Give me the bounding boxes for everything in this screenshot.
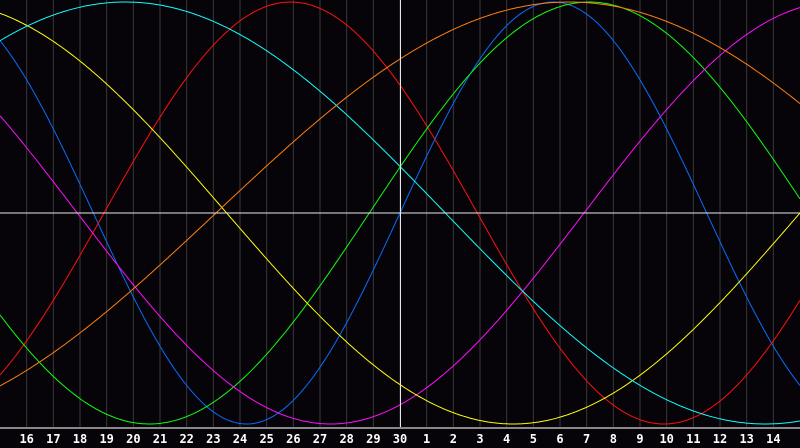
x-tick-label: 16 — [19, 432, 33, 446]
x-tick-label: 4 — [503, 432, 510, 446]
x-tick-label: 21 — [153, 432, 167, 446]
x-tick-label: 26 — [286, 432, 300, 446]
x-tick-label: 8 — [610, 432, 617, 446]
x-tick-label: 2 — [450, 432, 457, 446]
x-tick-label: 10 — [659, 432, 673, 446]
x-tick-label: 3 — [476, 432, 483, 446]
x-tick-labels: 16 17 18 19 20 21 22 23 24 25 26 27 28 29 30 1 2 3 4 5 6 7 8 9 1… — [19, 432, 780, 446]
x-tick-label: 24 — [233, 432, 247, 446]
x-tick-label: 20 — [126, 432, 140, 446]
x-tick-label: 9 — [636, 432, 643, 446]
x-tick-label: 27 — [313, 432, 327, 446]
x-tick-label: 1 — [423, 432, 430, 446]
x-tick-label: 12 — [713, 432, 727, 446]
x-tick-label: 30 — [393, 432, 407, 446]
x-tick-label: 5 — [530, 432, 537, 446]
x-tick-label: 19 — [99, 432, 113, 446]
x-tick-label: 14 — [766, 432, 780, 446]
grid — [26, 0, 774, 428]
x-tick-label: 29 — [366, 432, 380, 446]
x-tick-label: 7 — [583, 432, 590, 446]
x-tick-label: 6 — [556, 432, 563, 446]
x-tick-label: 11 — [686, 432, 700, 446]
x-tick-label: 17 — [46, 432, 60, 446]
x-tick-label: 22 — [179, 432, 193, 446]
x-tick-label: 28 — [339, 432, 353, 446]
x-tick-label: 18 — [73, 432, 87, 446]
x-tick-label: 13 — [739, 432, 753, 446]
x-tick-label: 23 — [206, 432, 220, 446]
x-tick-label: 25 — [259, 432, 273, 446]
